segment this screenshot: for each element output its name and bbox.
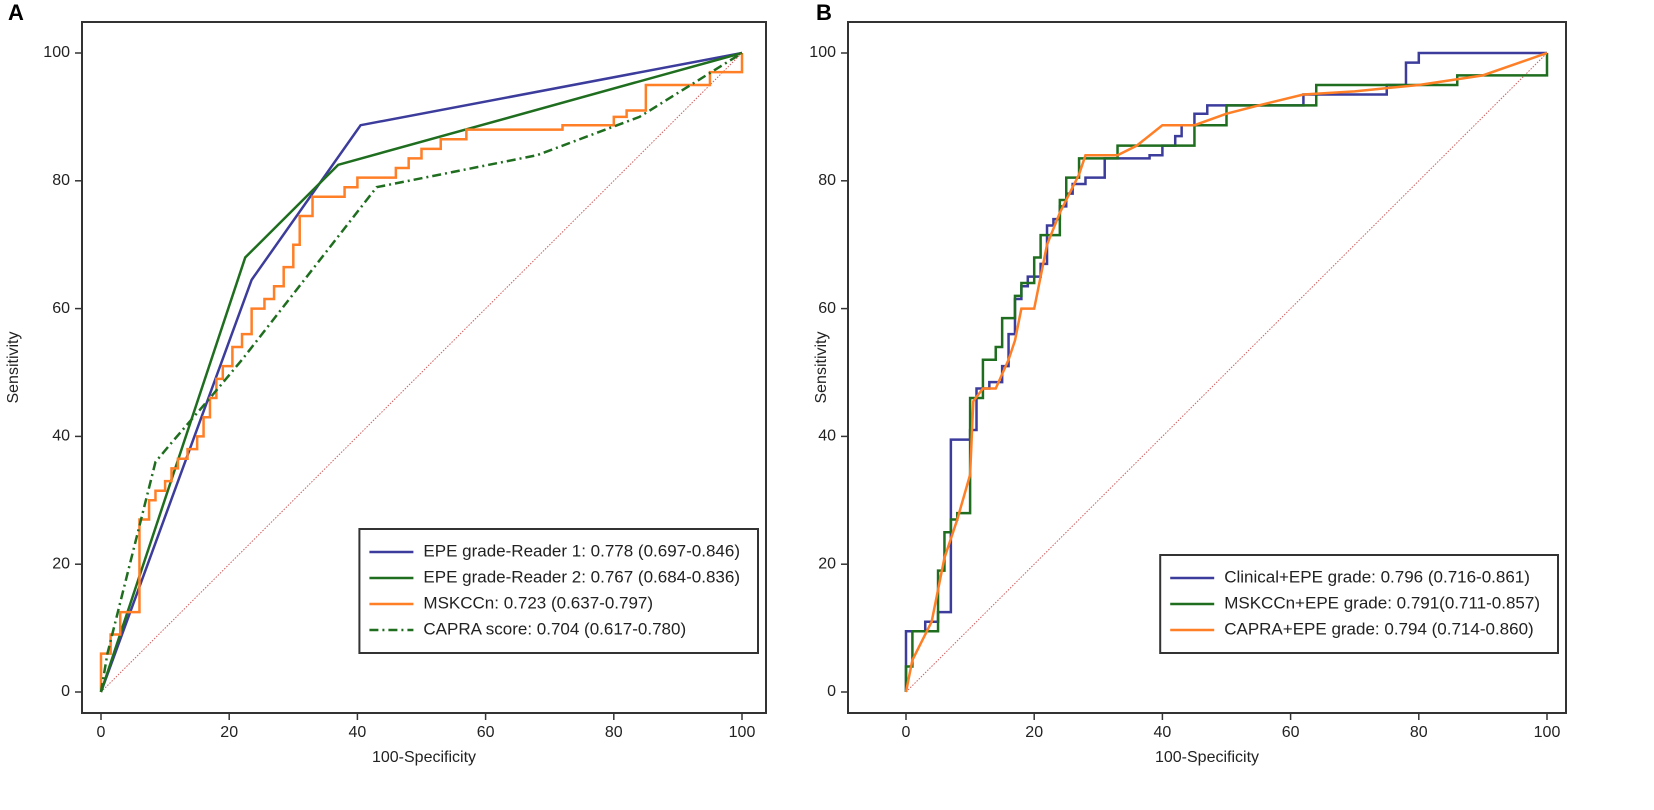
y-tick-label: 60	[818, 300, 836, 317]
reference-diagonal	[905, 52, 1548, 693]
y-tick-label: 20	[52, 555, 70, 572]
legend-label: MSKCCn+EPE grade: 0.791(0.711-0.857)	[1224, 593, 1540, 612]
roc-curve	[99, 53, 744, 692]
x-tick-label: 60	[1282, 724, 1300, 741]
x-tick-label: 100	[1534, 724, 1561, 741]
x-axis-label: 100-Specificity	[372, 749, 476, 766]
y-tick-label: 0	[827, 683, 836, 700]
x-tick-label: 100	[729, 724, 756, 741]
x-tick-label: 0	[902, 724, 911, 741]
x-tick-label: 40	[1154, 724, 1172, 741]
roc-curve	[904, 51, 1548, 693]
panel-label: A	[8, 0, 24, 25]
x-tick-label: 80	[605, 724, 623, 741]
y-tick-label: 60	[52, 300, 70, 317]
roc-curve	[99, 51, 743, 693]
x-tick-label: 20	[220, 724, 238, 741]
panel-label: B	[816, 0, 832, 25]
legend-label: MSKCCn: 0.723 (0.637-0.797)	[423, 593, 653, 612]
x-axis-label: 100-Specificity	[1155, 749, 1259, 766]
plot-frame	[81, 21, 767, 714]
legend-label: CAPRA+EPE grade: 0.794 (0.714-0.860)	[1224, 619, 1534, 638]
legend-label: Clinical+EPE grade: 0.796 (0.716-0.861)	[1224, 567, 1530, 586]
y-tick-label: 20	[818, 555, 836, 572]
plot-frame	[847, 21, 1567, 714]
reference-diagonal	[100, 52, 743, 693]
y-tick-label: 80	[818, 172, 836, 189]
legend-label: EPE grade-Reader 1: 0.778 (0.697-0.846)	[423, 541, 740, 560]
x-tick-label: 0	[97, 724, 106, 741]
legend-box	[1159, 554, 1559, 654]
y-tick-label: 100	[43, 44, 70, 61]
x-tick-label: 20	[1025, 724, 1043, 741]
x-tick-label: 60	[477, 724, 495, 741]
legend-label: EPE grade-Reader 2: 0.767 (0.684-0.836)	[423, 567, 740, 586]
legend: Clinical+EPE grade: 0.796 (0.716-0.861) M…	[1159, 554, 1559, 654]
y-tick-label: 100	[809, 44, 836, 61]
y-tick-label: 0	[61, 683, 70, 700]
y-axis-label: Sensitivity	[5, 331, 22, 403]
legend-label: CAPRA score: 0.704 (0.617-0.780)	[423, 619, 686, 638]
legend: EPE grade-Reader 1: 0.778 (0.697-0.846) E…	[358, 528, 759, 654]
roc-curve	[99, 51, 743, 693]
x-tick-label: 40	[349, 724, 367, 741]
legend-box	[358, 528, 759, 654]
roc-curve	[99, 51, 743, 693]
y-tick-label: 40	[818, 428, 836, 445]
roc-curve	[904, 53, 1549, 692]
y-axis-label: Sensitivity	[813, 331, 830, 403]
y-tick-label: 80	[52, 172, 70, 189]
y-tick-label: 40	[52, 428, 70, 445]
x-tick-label: 80	[1410, 724, 1428, 741]
